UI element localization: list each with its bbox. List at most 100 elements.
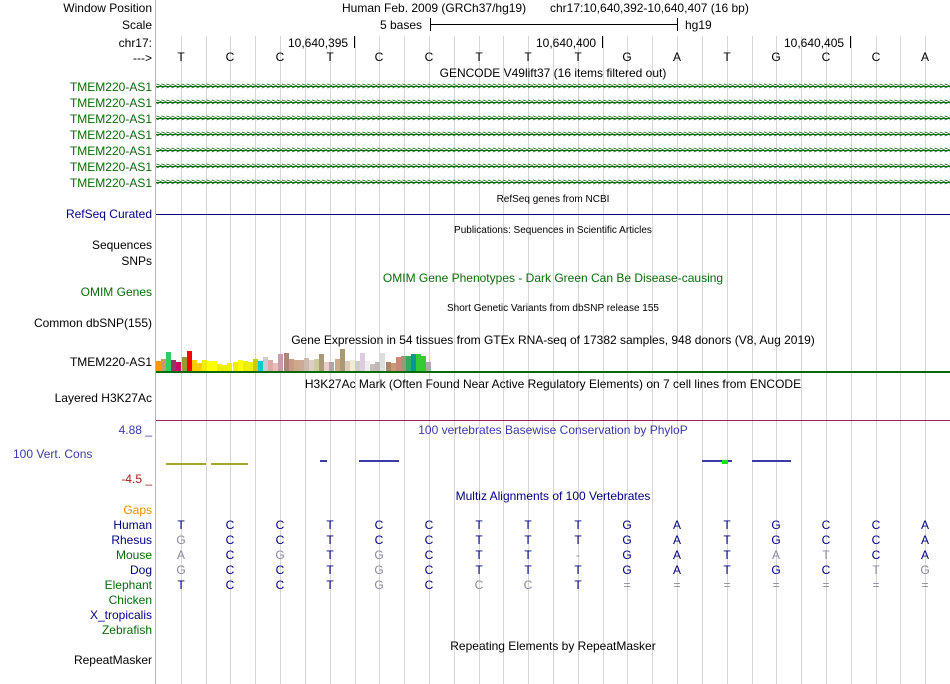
snps-track-label[interactable]: SNPs <box>121 254 152 268</box>
gtex-tissue-bar[interactable] <box>385 362 391 371</box>
gtex-tissue-bar[interactable] <box>212 361 218 371</box>
phylop-score-bar[interactable] <box>701 460 732 462</box>
gencode-transcript-label[interactable]: TMEM220-AS1 <box>69 144 152 158</box>
gtex-tissue-bar[interactable] <box>227 363 233 371</box>
repeatmasker-track-title[interactable]: Repeating Elements by RepeatMasker <box>450 639 656 653</box>
gencode-transcript-label[interactable]: TMEM220-AS1 <box>69 160 152 174</box>
gtex-tissue-bar[interactable] <box>339 349 345 371</box>
gtex-track-title[interactable]: Gene Expression in 54 tissues from GTEx … <box>291 333 815 347</box>
gtex-tissue-bar[interactable] <box>201 360 207 371</box>
gtex-tissue-bar[interactable] <box>334 359 340 371</box>
gtex-tissue-bar[interactable] <box>176 362 182 371</box>
gtex-tissue-bar[interactable] <box>252 359 258 371</box>
gtex-tissue-bar[interactable] <box>426 362 432 371</box>
gtex-tissue-bar[interactable] <box>370 364 376 371</box>
gencode-transcript[interactable]: >>>>>>>>>>>>>>>>>>>>>>>>>>>>>>>>>>>>>>>>… <box>156 162 950 172</box>
gtex-tissue-bar[interactable] <box>268 360 274 371</box>
gtex-tissue-bar[interactable] <box>309 360 314 371</box>
gtex-tissue-bar[interactable] <box>242 361 248 371</box>
gtex-tissue-bar[interactable] <box>222 365 228 371</box>
refseq-track-label[interactable]: RefSeq Curated <box>65 207 152 221</box>
gtex-tissue-bar[interactable] <box>171 360 177 371</box>
gtex-tissue-bar[interactable] <box>247 362 253 371</box>
omim-track-label[interactable]: OMIM Genes <box>80 285 152 299</box>
gtex-tissue-bar[interactable] <box>263 357 269 371</box>
gtex-tissue-bar[interactable] <box>232 362 238 371</box>
gencode-transcript-label[interactable]: TMEM220-AS1 <box>69 96 152 110</box>
gtex-tissue-bar[interactable] <box>283 353 289 371</box>
gtex-tissue-bar[interactable] <box>166 352 172 371</box>
species-label[interactable]: Rhesus <box>111 533 152 547</box>
gtex-tissue-bar[interactable] <box>375 362 381 371</box>
gtex-tissue-bar[interactable] <box>273 363 279 371</box>
sequences-track-label[interactable]: Sequences <box>91 238 152 252</box>
gtex-tissue-bar[interactable] <box>181 357 187 371</box>
gencode-transcript-label[interactable]: TMEM220-AS1 <box>69 80 152 94</box>
species-label[interactable]: Human <box>113 518 152 532</box>
gtex-tissue-bar[interactable] <box>217 364 223 371</box>
gtex-tissue-bar[interactable] <box>156 361 161 371</box>
gtex-tissue-bar[interactable] <box>314 359 320 371</box>
gtex-tissue-bar[interactable] <box>161 359 167 371</box>
phylop-track-label[interactable]: 100 Vert. Cons <box>13 447 93 461</box>
gencode-transcript[interactable]: >>>>>>>>>>>>>>>>>>>>>>>>>>>>>>>>>>>>>>>>… <box>156 114 950 124</box>
species-label[interactable]: Mouse <box>115 548 152 562</box>
gencode-transcript-label[interactable]: TMEM220-AS1 <box>69 112 152 126</box>
h3k27ac-track-label[interactable]: Layered H3K27Ac <box>54 391 152 405</box>
refseq-track-title[interactable]: RefSeq genes from NCBI <box>496 194 610 205</box>
gtex-tissue-bar[interactable] <box>344 361 350 371</box>
gencode-transcript[interactable]: >>>>>>>>>>>>>>>>>>>>>>>>>>>>>>>>>>>>>>>>… <box>156 178 950 188</box>
gtex-tissue-bar[interactable] <box>258 361 263 371</box>
species-label[interactable]: Elephant <box>104 578 152 592</box>
gtex-tissue-bar[interactable] <box>380 353 386 371</box>
gtex-tissue-bar[interactable] <box>298 360 304 371</box>
refseq-gene-line[interactable] <box>156 214 950 215</box>
gtex-tissue-bar[interactable] <box>416 354 422 371</box>
species-label[interactable]: Dog <box>129 563 152 577</box>
phylop-score-bar[interactable] <box>751 460 792 462</box>
gtex-tissue-bar[interactable] <box>303 358 309 371</box>
gencode-transcript[interactable]: >>>>>>>>>>>>>>>>>>>>>>>>>>>>>>>>>>>>>>>>… <box>156 98 950 108</box>
phylop-track-title[interactable]: 100 vertebrates Basewise Conservation by… <box>418 423 688 437</box>
gencode-transcript-label[interactable]: TMEM220-AS1 <box>69 176 152 190</box>
species-label[interactable]: X_tropicalis <box>89 608 152 622</box>
gtex-tissue-bar[interactable] <box>191 360 197 371</box>
phylop-score-bar[interactable] <box>359 460 400 462</box>
gtex-tissue-bar[interactable] <box>237 360 243 371</box>
gtex-tissue-bar[interactable] <box>349 360 355 371</box>
gencode-transcript[interactable]: >>>>>>>>>>>>>>>>>>>>>>>>>>>>>>>>>>>>>>>>… <box>156 146 950 156</box>
h3k27ac-track-title[interactable]: H3K27Ac Mark (Often Found Near Active Re… <box>304 377 802 391</box>
gencode-transcript[interactable]: >>>>>>>>>>>>>>>>>>>>>>>>>>>>>>>>>>>>>>>>… <box>156 130 950 140</box>
gtex-tissue-bar[interactable] <box>278 354 284 371</box>
gencode-track-title[interactable]: GENCODE V49lift37 (16 items filtered out… <box>439 66 667 80</box>
gtex-tissue-bar[interactable] <box>329 362 335 371</box>
gtex-tissue-bar[interactable] <box>365 361 371 371</box>
gtex-tissue-bar[interactable] <box>196 363 202 371</box>
publications-track-title[interactable]: Publications: Sequences in Scientific Ar… <box>454 225 652 236</box>
gtex-tissue-bar[interactable] <box>400 356 406 371</box>
gtex-tissue-bar[interactable] <box>319 354 325 371</box>
phylop-score-bar[interactable] <box>165 463 206 465</box>
gtex-tissue-bar[interactable] <box>293 360 299 371</box>
gtex-tissue-bar[interactable] <box>186 351 192 371</box>
phylop-score-bar[interactable] <box>210 463 248 465</box>
gtex-tissue-bar[interactable] <box>390 363 396 371</box>
gencode-transcript-label[interactable]: TMEM220-AS1 <box>69 128 152 142</box>
species-label[interactable]: Chicken <box>108 593 152 607</box>
gtex-tissue-bar[interactable] <box>288 359 294 371</box>
gtex-track-label[interactable]: TMEM220-AS1 <box>69 355 152 369</box>
gencode-transcript[interactable]: >>>>>>>>>>>>>>>>>>>>>>>>>>>>>>>>>>>>>>>>… <box>156 82 950 92</box>
gtex-tissue-bar[interactable] <box>207 361 212 371</box>
species-label[interactable]: Zebrafish <box>101 623 152 637</box>
gtex-tissue-bar[interactable] <box>405 356 411 371</box>
repeatmasker-track-label[interactable]: RepeatMasker <box>73 653 152 667</box>
gtex-tissue-bar[interactable] <box>324 362 330 371</box>
phylop-score-bar[interactable] <box>319 460 328 462</box>
multiz-track-title[interactable]: Multiz Alignments of 100 Vertebrates <box>455 489 651 503</box>
gtex-tissue-bar[interactable] <box>395 357 401 371</box>
dbsnp-track-label[interactable]: Common dbSNP(155) <box>33 316 152 330</box>
gtex-tissue-bar[interactable] <box>354 361 360 371</box>
omim-track-title[interactable]: OMIM Gene Phenotypes - Dark Green Can Be… <box>382 271 724 285</box>
gtex-tissue-bar[interactable] <box>411 354 416 371</box>
gtex-tissue-bar[interactable] <box>421 356 427 371</box>
